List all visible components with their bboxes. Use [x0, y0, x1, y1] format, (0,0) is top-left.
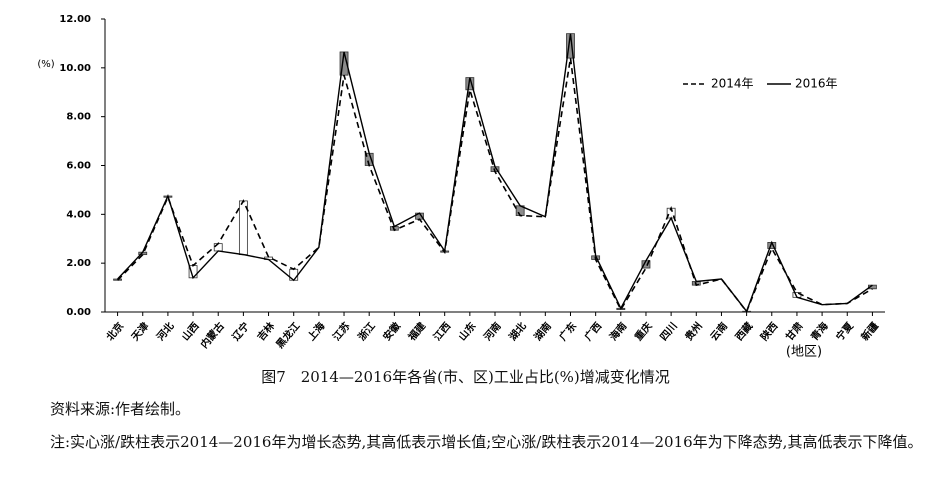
- x-tick-label: 山西: [179, 320, 202, 344]
- x-tick-label: 天津: [129, 320, 152, 344]
- x-tick-label: 湖南: [531, 320, 554, 344]
- x-tick-label: 内蒙古: [198, 320, 227, 351]
- caption: 图7 2014—2016年各省(市、区)工业占比(%)增减变化情况: [261, 368, 670, 386]
- y-axis-label: (%): [37, 59, 54, 70]
- y-tick-label: 4.00: [66, 209, 91, 220]
- x-tick-label: 福建: [405, 319, 429, 344]
- x-tick-label: 新疆: [858, 320, 881, 344]
- x-tick-label: 云南: [707, 320, 730, 344]
- x-tick-label: 西藏: [732, 320, 755, 344]
- x-tick-label: 海南: [607, 320, 630, 344]
- up-down-bar: [213, 243, 223, 252]
- x-tick-label: 宁夏: [833, 319, 856, 343]
- x-tick-label: 安徽: [380, 319, 403, 343]
- x-tick-label: 北京: [103, 320, 126, 344]
- note: 注:实心涨/跌柱表示2014—2016年为增长态势,其高低表示增长值;空心涨/跌…: [50, 433, 923, 451]
- legend-label: 2016年: [795, 77, 838, 91]
- x-axis-label: (地区): [786, 345, 822, 360]
- x-tick-label: 广东: [556, 320, 579, 344]
- x-tick-label: 上海: [305, 320, 328, 344]
- x-tick-label: 黑龙江: [273, 320, 302, 351]
- x-tick-label: 陕西: [758, 320, 781, 344]
- x-tick-label: 广西: [581, 320, 604, 344]
- x-tick-label: 贵州: [682, 320, 705, 344]
- x-tick-label: 青海: [808, 320, 831, 344]
- x-tick-label: 江西: [430, 320, 453, 344]
- x-tick-label: 甘肃: [783, 320, 806, 344]
- x-tick-label: 辽宁: [229, 320, 252, 344]
- x-tick-label: 河北: [154, 320, 177, 344]
- x-tick-label: 吉林: [254, 319, 277, 343]
- series-line: [117, 57, 873, 314]
- x-tick-label: 河南: [481, 320, 504, 344]
- y-tick-label: 8.00: [66, 112, 91, 123]
- x-tick-label: 四川: [658, 320, 680, 343]
- x-tick-label: 江苏: [330, 320, 353, 344]
- x-tick-label: 山东: [456, 320, 479, 344]
- source: 资料来源:作者绘制。: [50, 400, 191, 418]
- x-tick-label: 浙江: [355, 320, 378, 344]
- series-line: [117, 33, 873, 313]
- chart: (%) (地区) 0.00 2.00 4.00 6.00 8.00 10.00 12.00 北…: [37, 14, 885, 360]
- y-tick-label: 0.00: [66, 307, 91, 318]
- legend-label: 2014年: [711, 77, 754, 91]
- y-tick-label: 10.00: [59, 63, 91, 74]
- x-tick-label: 重庆: [632, 320, 655, 344]
- y-tick-label: 2.00: [66, 258, 91, 269]
- y-tick-label: 6.00: [66, 161, 91, 172]
- y-tick-label: 12.00: [59, 14, 91, 25]
- x-tick-label: 湖北: [506, 320, 529, 344]
